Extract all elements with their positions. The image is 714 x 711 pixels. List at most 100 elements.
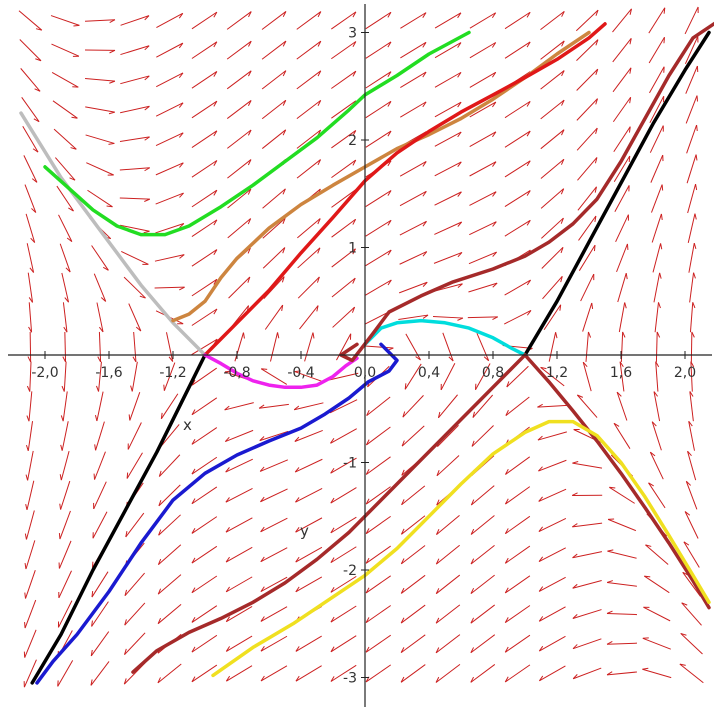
field-arrow xyxy=(577,157,598,181)
field-arrow xyxy=(25,480,35,511)
field-arrow xyxy=(437,394,458,419)
field-arrow xyxy=(330,428,357,444)
field-arrow xyxy=(504,605,531,624)
field-arrow xyxy=(540,10,565,30)
solution-curve-9 xyxy=(339,21,714,363)
field-arrow xyxy=(332,306,356,328)
field-arrow xyxy=(434,12,462,29)
field-arrow xyxy=(96,361,102,392)
field-arrow xyxy=(191,189,218,208)
field-arrow xyxy=(295,576,323,593)
field-arrow xyxy=(400,12,427,29)
field-arrow xyxy=(297,247,321,269)
field-arrow xyxy=(56,185,74,212)
field-arrow xyxy=(294,429,323,442)
field-arrow xyxy=(26,391,33,422)
field-arrow xyxy=(436,515,460,535)
field-arrow xyxy=(504,41,531,59)
field-arrow xyxy=(25,213,36,243)
field-arrow xyxy=(572,580,602,589)
field-arrow xyxy=(61,361,67,392)
solution-curve-6 xyxy=(203,22,607,357)
field-arrow xyxy=(504,11,531,30)
x-tick-label: -0,8 xyxy=(223,365,250,381)
field-arrow xyxy=(61,272,70,303)
field-arrow xyxy=(23,155,38,183)
field-arrow xyxy=(24,510,35,540)
field-arrow xyxy=(685,480,698,510)
field-arrow xyxy=(57,600,73,628)
field-arrow xyxy=(504,160,531,178)
field-arrow xyxy=(124,572,145,597)
field-arrow xyxy=(401,425,425,447)
field-arrow xyxy=(125,512,145,538)
field-arrow xyxy=(330,664,357,682)
field-arrow xyxy=(158,514,181,536)
field-arrow xyxy=(434,221,463,235)
field-arrow xyxy=(470,544,495,565)
field-arrow xyxy=(644,575,670,594)
field-arrow xyxy=(127,422,142,450)
field-arrow xyxy=(261,129,287,149)
field-arrow xyxy=(572,551,602,559)
field-arrow xyxy=(225,635,253,652)
field-arrow xyxy=(400,101,427,118)
axis-ticks: -2,0 -1,6 -1,2 -0,8 -0,4 0,0 0,4 0,8 1,2 1,6 2,0 -3… xyxy=(31,26,696,687)
field-arrow xyxy=(226,11,252,30)
field-arrow xyxy=(615,214,629,242)
field-arrow xyxy=(436,424,459,447)
field-arrow xyxy=(434,71,462,88)
field-arrow xyxy=(366,396,391,416)
field-arrow xyxy=(398,281,428,294)
field-arrow xyxy=(435,663,461,683)
field-arrow xyxy=(654,302,661,333)
field-arrow xyxy=(681,602,702,626)
field-arrow xyxy=(191,100,218,119)
y-tick-label: -1 xyxy=(343,456,357,472)
field-arrow xyxy=(504,545,531,564)
field-arrow xyxy=(158,454,181,477)
field-arrow xyxy=(24,540,36,570)
field-arrow xyxy=(436,455,460,477)
field-arrow xyxy=(365,634,392,653)
field-arrow xyxy=(620,331,626,362)
field-arrow xyxy=(469,71,497,88)
field-arrow xyxy=(540,188,565,209)
field-arrow xyxy=(120,105,150,114)
field-arrow xyxy=(26,243,35,273)
field-arrow xyxy=(684,511,699,539)
field-arrow xyxy=(85,78,116,84)
field-arrow xyxy=(93,273,107,302)
field-arrow xyxy=(400,545,426,565)
field-arrow xyxy=(575,9,599,32)
field-arrow xyxy=(94,421,105,451)
solution-curve-5 xyxy=(171,30,591,323)
field-arrow xyxy=(18,10,43,31)
x-axis-label: x xyxy=(183,416,192,434)
field-arrow xyxy=(90,661,110,686)
field-arrow xyxy=(224,402,254,411)
field-arrow xyxy=(60,391,68,422)
x-tick-label: 1,6 xyxy=(610,365,632,381)
field-arrow xyxy=(330,457,357,474)
field-arrow xyxy=(295,665,322,682)
field-arrow xyxy=(607,549,637,559)
field-arrow xyxy=(51,72,79,88)
field-arrow xyxy=(434,131,462,147)
field-arrow xyxy=(576,127,598,151)
x-tick-label: -1,6 xyxy=(95,365,122,381)
field-arrow xyxy=(94,391,104,422)
field-arrow xyxy=(191,575,218,594)
field-arrow xyxy=(400,634,426,654)
field-arrow xyxy=(400,574,426,594)
field-arrow xyxy=(504,100,531,119)
field-arrow xyxy=(684,6,699,35)
field-arrow xyxy=(261,99,287,120)
field-arrow xyxy=(470,664,496,683)
field-arrow xyxy=(260,368,288,385)
field-arrow xyxy=(155,102,184,117)
field-arrow xyxy=(616,243,629,273)
field-arrow xyxy=(22,126,39,153)
field-arrow xyxy=(331,248,356,268)
field-arrow xyxy=(470,574,495,594)
